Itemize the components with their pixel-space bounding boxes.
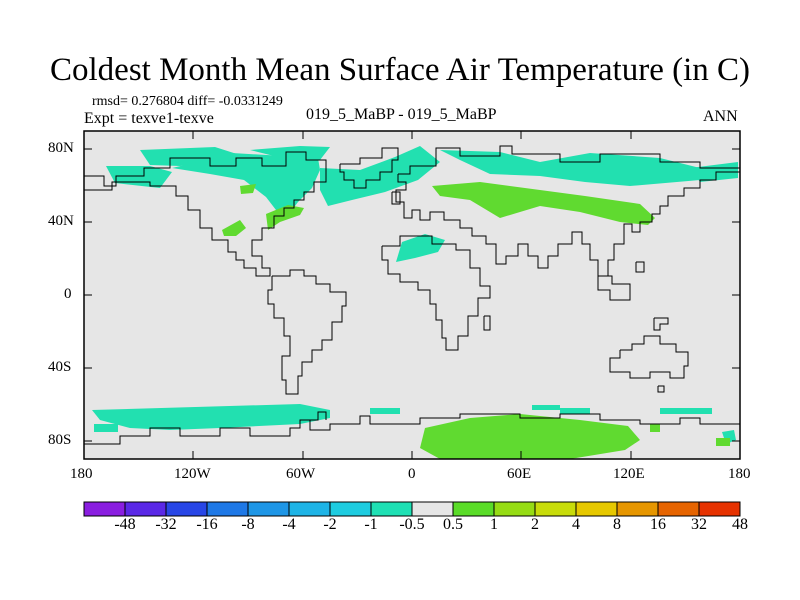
colorbar-label: -48 <box>114 516 136 533</box>
colorbar-swatch <box>534 501 577 517</box>
anomaly-patch <box>370 408 400 414</box>
colorbar-swatch <box>493 501 536 517</box>
colorbar-swatch <box>575 501 618 517</box>
coastline-britain <box>391 191 401 205</box>
coastline-greenland <box>339 147 399 189</box>
anomaly-patch <box>250 146 330 160</box>
anomaly-patch <box>660 408 712 414</box>
y-tick-label: 0 <box>64 286 72 302</box>
colorbar-swatch <box>370 501 413 517</box>
anomaly-patch <box>400 158 420 166</box>
colorbar-label: 48 <box>732 516 748 533</box>
anomaly-patch <box>532 405 560 410</box>
coastline-madagascar <box>483 315 491 331</box>
figure-title: Coldest Month Mean Surface Air Temperatu… <box>50 52 750 88</box>
cool-anomaly-regions <box>92 146 738 444</box>
colorbar-label: -1 <box>364 516 378 533</box>
experiment-label: Expt = texve1-texve <box>84 110 214 127</box>
x-tick-label: 0 <box>408 466 416 482</box>
colorbar-swatch <box>247 501 290 517</box>
anomaly-patch <box>92 404 330 430</box>
colorbar-swatch <box>83 501 126 517</box>
coastline-new-guinea <box>653 317 669 331</box>
anomaly-patch <box>690 162 738 182</box>
colorbar-swatch <box>452 501 495 517</box>
colorbar-swatch <box>657 501 700 517</box>
colorbar-swatch <box>206 501 249 517</box>
axis-ticks <box>84 131 740 459</box>
x-tick-label: 60W <box>286 466 316 482</box>
colorbar-label: 32 <box>691 516 707 533</box>
colorbar-label: -0.5 <box>399 516 425 533</box>
anomaly-patch <box>240 184 256 194</box>
coastline-japan <box>635 261 645 273</box>
anomaly-patch <box>266 205 304 230</box>
coastline-indonesia <box>597 275 631 301</box>
anomaly-patch <box>94 424 118 432</box>
colorbar-label: -8 <box>241 516 255 533</box>
y-tick-label: 40N <box>48 213 74 229</box>
colorbar-label: -32 <box>155 516 177 533</box>
y-tick-label: 80S <box>48 432 72 448</box>
anomaly-patch <box>222 220 246 236</box>
coastline-antarctica <box>84 413 740 445</box>
colorbar-label: 16 <box>650 516 666 533</box>
anomaly-patch <box>420 414 640 459</box>
colorbar <box>83 501 741 517</box>
y-tick-label: 80N <box>48 140 74 156</box>
colorbar-label: 2 <box>531 516 539 533</box>
colorbar-swatch <box>288 501 331 517</box>
colorbar-label: 4 <box>572 516 580 533</box>
center-label: 019_5_MaBP - 019_5_MaBP <box>306 106 497 123</box>
anomaly-patch <box>172 153 320 210</box>
anomaly-patch <box>716 438 730 446</box>
x-tick-label: 120W <box>174 466 211 482</box>
anomaly-patch <box>432 182 655 225</box>
coastline-africa <box>381 235 491 351</box>
season-label: ANN <box>703 108 738 125</box>
colorbar-swatch <box>329 501 372 517</box>
colorbar-label: -16 <box>196 516 218 533</box>
colorbar-swatch <box>165 501 208 517</box>
y-tick-label: 40S <box>48 359 72 375</box>
coastlines <box>84 145 741 445</box>
x-tick-label: 60E <box>507 466 532 482</box>
colorbar-swatch <box>698 501 741 517</box>
colorbar-swatch <box>411 501 454 517</box>
coastline-antarctic-peninsula <box>310 411 327 421</box>
colorbar-label: -2 <box>323 516 337 533</box>
coastline-north-america <box>84 151 327 277</box>
x-tick-label: 180 <box>70 466 93 482</box>
anomaly-patch <box>650 424 660 432</box>
stats-text: rmsd= 0.276804 diff= -0.0331249 <box>92 94 283 109</box>
colorbar-label: 1 <box>490 516 498 533</box>
warm-anomaly-regions <box>222 182 730 459</box>
colorbar-label: -4 <box>282 516 296 533</box>
colorbar-swatch <box>616 501 659 517</box>
anomaly-patch <box>560 408 590 414</box>
anomaly-patch <box>396 234 445 262</box>
coastline-south-america <box>267 269 347 395</box>
coastline-tasmania <box>657 385 665 393</box>
colorbar-swatch <box>124 501 167 517</box>
x-tick-label: 180 <box>728 466 751 482</box>
x-tick-label: 120E <box>613 466 645 482</box>
colorbar-label: 8 <box>613 516 621 533</box>
coastline-australia <box>609 335 689 379</box>
anomaly-patch <box>440 150 735 186</box>
colorbar-label: 0.5 <box>443 516 463 533</box>
